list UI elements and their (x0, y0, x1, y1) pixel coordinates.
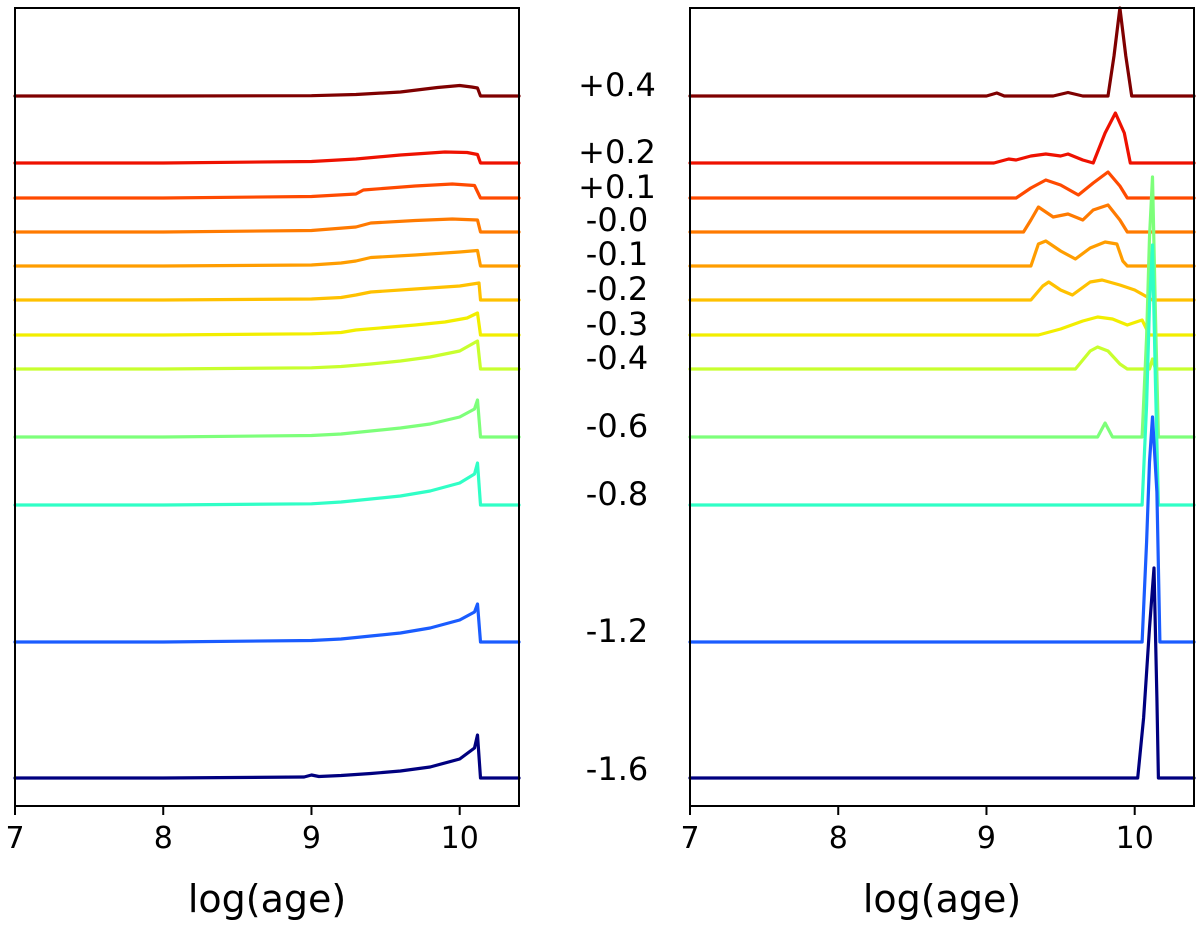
right-series--0.2 (688, 278, 1196, 302)
left-xtick-label: 7 (5, 821, 24, 856)
right-series-+0.1 (688, 170, 1196, 200)
left-series--0.6 (13, 398, 521, 439)
left-xtick-label: 9 (302, 821, 321, 856)
metallicity-label: +0.4 (578, 66, 656, 104)
left-series-group (13, 83, 521, 780)
right-series--1.2 (688, 415, 1196, 644)
left-series-+0.2 (13, 150, 521, 165)
left-series--1.2 (13, 602, 521, 644)
right-xlabel: log(age) (863, 877, 1021, 921)
metallicity-label: -0.8 (586, 475, 648, 513)
left-xtick-label: 10 (441, 821, 479, 856)
right-xtick-label: 8 (829, 821, 848, 856)
left-series--0.3 (13, 311, 521, 337)
left-series--0.4 (13, 339, 521, 371)
metallicity-label: -0.2 (586, 270, 648, 308)
right-axes-frame (689, 7, 1195, 807)
right-series--0.4 (688, 345, 1196, 371)
left-ticks: 7 8 9 10 (5, 806, 479, 856)
right-xtick-label: 7 (680, 821, 699, 856)
left-series--0.2 (13, 281, 521, 302)
metallicity-label: -1.6 (586, 750, 648, 788)
metallicity-label: -0.3 (586, 305, 648, 343)
right-xtick-label: 9 (977, 821, 996, 856)
metallicity-label: +0.1 (578, 168, 656, 206)
right-series-+0.4 (688, 6, 1196, 98)
right-panel: 7 8 9 10 log(age) (680, 6, 1196, 921)
metallicity-label: -0.1 (586, 235, 648, 273)
right-series-+0.2 (688, 111, 1196, 165)
left-series-+0.1 (13, 182, 521, 200)
left-series--1.6 (13, 733, 521, 780)
metallicity-label: -0.4 (586, 339, 648, 377)
right-series--0.0 (688, 203, 1196, 234)
metallicity-label: -0.6 (586, 407, 648, 445)
right-ticks: 7 8 9 10 (680, 806, 1154, 856)
metallicity-label: -0.0 (586, 201, 648, 239)
left-series--0.0 (13, 217, 521, 234)
right-series--0.3 (688, 315, 1196, 337)
left-panel: 7 8 9 10 log(age) (5, 7, 521, 921)
right-series--0.1 (688, 239, 1196, 268)
left-axes-frame (14, 7, 520, 807)
metallicity-label: +0.2 (578, 133, 656, 171)
left-xtick-label: 8 (154, 821, 173, 856)
metallicity-labels: +0.4 +0.2+0.1-0.0-0.1-0.2-0.3-0.4 -0.6 -0.8… (578, 66, 656, 788)
left-xlabel: log(age) (188, 877, 346, 921)
left-series-+0.4 (13, 83, 521, 98)
left-series--0.1 (13, 248, 521, 268)
left-series--0.8 (13, 461, 521, 507)
metallicity-label: -1.2 (586, 612, 648, 650)
right-series-group (688, 6, 1196, 780)
right-series--1.6 (688, 566, 1196, 780)
right-xtick-label: 10 (1116, 821, 1154, 856)
